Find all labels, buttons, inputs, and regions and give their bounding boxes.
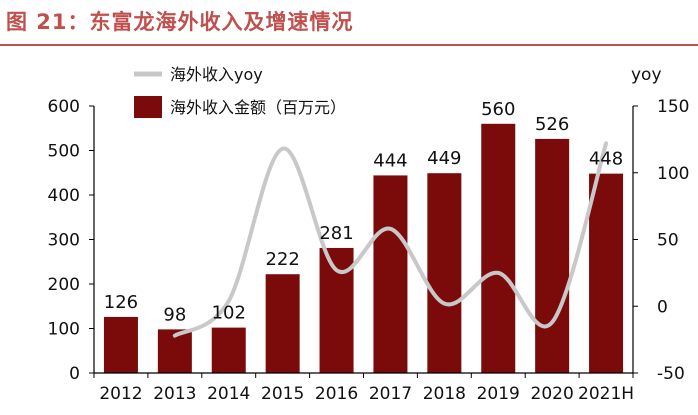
x-tick-label: 2020 [531,384,574,404]
right-tick-label: 100 [657,164,689,184]
bar-2021H [589,173,624,373]
data-label-2016: 281 [319,223,353,244]
data-label-2013: 98 [163,304,186,325]
left-tick-label: 300 [48,231,80,251]
bar-2012 [103,316,138,373]
legend-bar-label: 海外收入金额（百万元） [170,98,346,117]
x-tick-label: 2019 [477,384,520,404]
yoy-line [172,141,609,338]
left-tick-label: 200 [48,275,80,295]
bar-2017 [373,175,408,373]
right-tick-label: 150 [657,97,689,117]
title-divider [0,44,698,46]
right-axis-title: yoy [631,65,662,85]
left-tick-label: 100 [48,320,80,340]
bar-2018 [427,173,462,373]
bar-2019 [481,123,516,373]
x-tick-label: 2015 [261,384,304,404]
axes-layer: 0 100 200 300 400 500 600 -50 0 50 100 150 2012 2013 2… [48,97,690,404]
left-tick-label: 500 [48,142,80,162]
data-label-2012: 126 [104,292,138,313]
bars-layer [103,123,624,373]
legend: 海外收入yoy 海外收入金额（百万元） [134,65,346,118]
right-tick-label: -50 [657,364,685,384]
left-tick-label: 400 [48,186,80,206]
data-label-2018: 449 [427,148,461,169]
right-tick-label: 0 [657,297,668,317]
data-label-2014: 102 [212,303,246,324]
legend-bar-swatch [134,96,162,118]
yoy-line-layer [172,141,609,338]
data-label-2019: 560 [481,99,515,120]
bar-2014 [211,327,246,373]
data-label-2015: 222 [265,249,299,270]
bar-2015 [265,274,300,373]
left-tick-label: 600 [48,97,80,117]
data-label-2017: 444 [373,150,407,171]
x-tick-label: 2021H [578,384,634,404]
legend-line-label: 海外收入yoy [170,65,263,84]
x-tick-label: 2013 [153,384,196,404]
data-labels-layer: 126 98 102 222 281 444 449 560 526 448 [104,99,623,326]
bar-2020 [535,138,570,373]
x-tick-label: 2016 [315,384,358,404]
right-tick-label: 50 [657,231,679,251]
x-tick-label: 2012 [99,384,142,404]
data-label-2020: 526 [535,114,569,135]
page-title: 图 21：东富龙海外收入及增速情况 [6,10,354,34]
bar-2016 [319,247,354,373]
x-tick-label: 2017 [369,384,412,404]
data-label-2021H: 448 [589,149,623,170]
x-tick-label: 2018 [423,384,466,404]
left-tick-label: 0 [69,364,80,384]
x-tick-label: 2014 [207,384,250,404]
